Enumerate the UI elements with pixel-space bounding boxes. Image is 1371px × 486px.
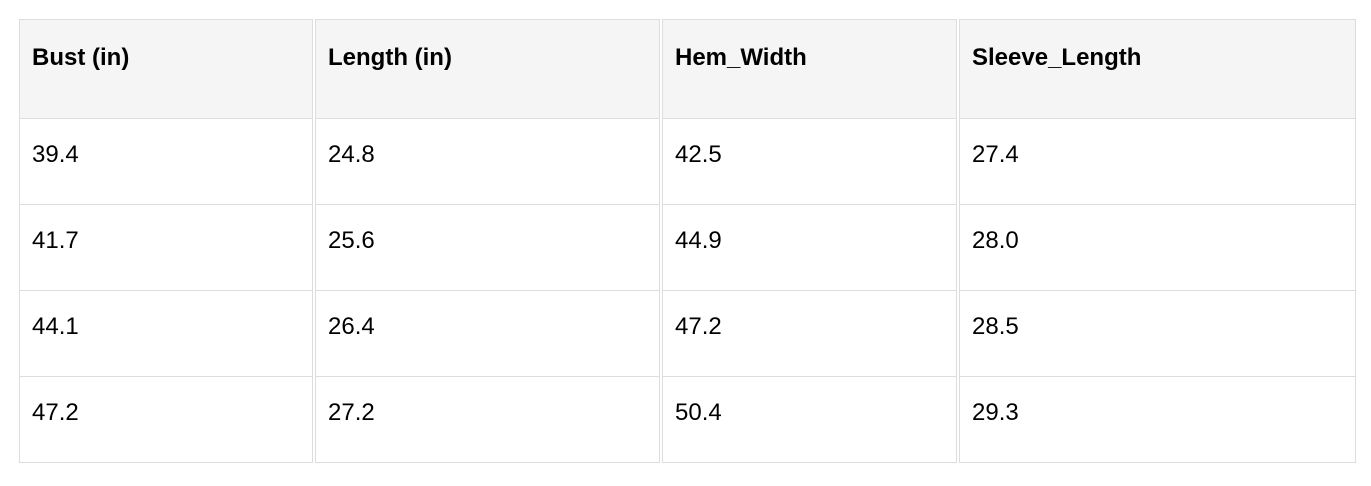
table-row: 44.1 26.4 47.2 28.5: [19, 291, 1356, 377]
header-length: Length (in): [315, 19, 660, 119]
header-hem-width: Hem_Width: [662, 19, 957, 119]
cell-bust: 44.1: [19, 291, 313, 377]
table-row: 47.2 27.2 50.4 29.3: [19, 377, 1356, 463]
table-header-row: Bust (in) Length (in) Hem_Width Sleeve_L…: [19, 19, 1356, 119]
cell-bust: 47.2: [19, 377, 313, 463]
header-bust: Bust (in): [19, 19, 313, 119]
cell-length: 27.2: [315, 377, 660, 463]
cell-sleeve-length: 28.5: [959, 291, 1356, 377]
header-sleeve-length: Sleeve_Length: [959, 19, 1356, 119]
size-table: Bust (in) Length (in) Hem_Width Sleeve_L…: [17, 19, 1358, 463]
cell-length: 25.6: [315, 205, 660, 291]
cell-bust: 41.7: [19, 205, 313, 291]
table-row: 39.4 24.8 42.5 27.4: [19, 119, 1356, 205]
cell-hem-width: 47.2: [662, 291, 957, 377]
cell-hem-width: 42.5: [662, 119, 957, 205]
cell-bust: 39.4: [19, 119, 313, 205]
cell-length: 26.4: [315, 291, 660, 377]
table-row: 41.7 25.6 44.9 28.0: [19, 205, 1356, 291]
cell-sleeve-length: 27.4: [959, 119, 1356, 205]
cell-sleeve-length: 29.3: [959, 377, 1356, 463]
cell-sleeve-length: 28.0: [959, 205, 1356, 291]
cell-hem-width: 44.9: [662, 205, 957, 291]
cell-hem-width: 50.4: [662, 377, 957, 463]
cell-length: 24.8: [315, 119, 660, 205]
